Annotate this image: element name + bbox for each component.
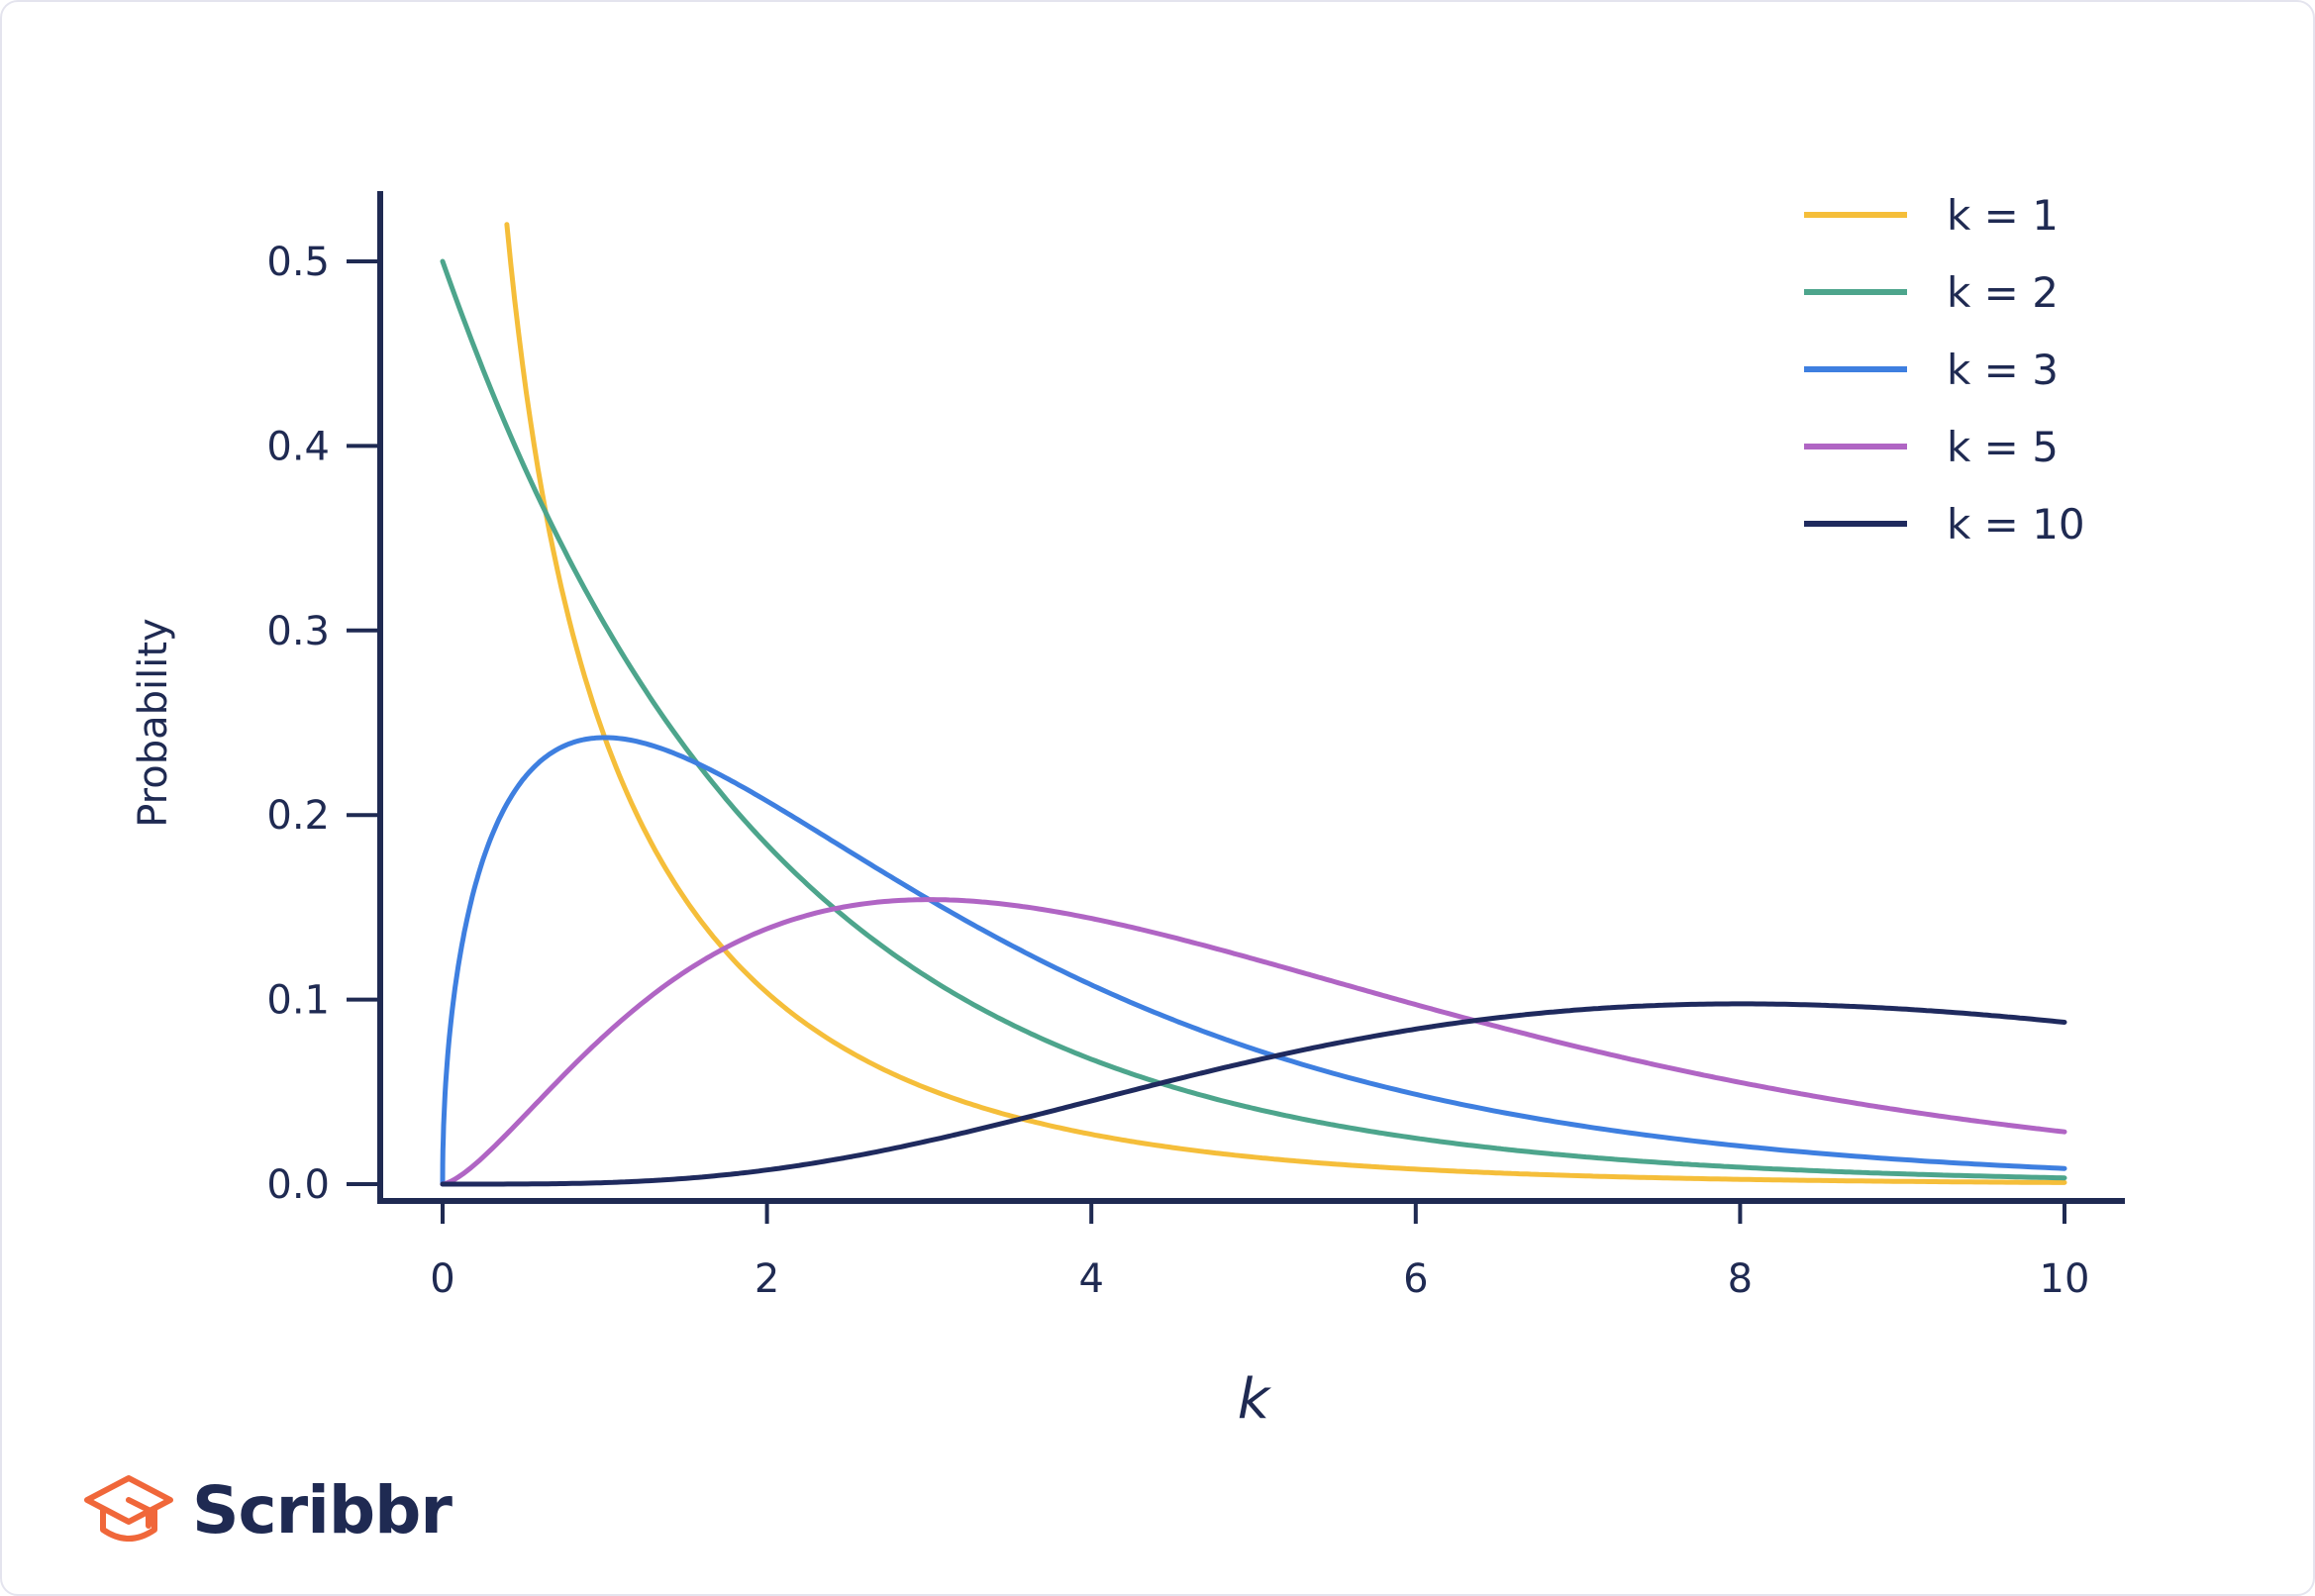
x-axis-label: k (1238, 1367, 1272, 1432)
x-tick-label: 8 (1728, 1256, 1753, 1302)
legend-label: k = 2 (1947, 268, 2059, 317)
graduation-cap-icon (84, 1475, 173, 1542)
x-tick-label: 6 (1403, 1256, 1428, 1302)
legend-label: k = 10 (1947, 500, 2085, 549)
series-line-k-10 (440, 1001, 2067, 1187)
x-tick-label: 2 (755, 1256, 779, 1302)
y-tick-label: 0.5 (266, 240, 330, 285)
x-tick-label: 4 (1078, 1256, 1103, 1302)
scribbr-logo: Scribbr (79, 1465, 453, 1554)
y-axis-label: Probability (131, 618, 176, 827)
series-group (440, 222, 2067, 1187)
series-line-k-1 (504, 222, 2067, 1185)
y-tick-label: 0.1 (266, 978, 330, 1024)
legend-label: k = 1 (1947, 191, 2059, 240)
x-tick-label: 10 (2040, 1256, 2090, 1302)
axes: 0 2 4 6 8 10 0.0 0.1 0.2 0.3 0.4 0.5 k Probability (131, 191, 2125, 1432)
y-tick-label: 0.3 (266, 609, 330, 654)
brand-name: Scribbr (192, 1471, 453, 1548)
series-line-k-3 (440, 735, 2067, 1187)
x-tick-label: 0 (430, 1256, 454, 1302)
legend-label: k = 3 (1947, 346, 2059, 394)
legend-label: k = 5 (1947, 423, 2059, 471)
y-tick-label: 0.2 (266, 793, 330, 839)
legend: k = 1 k = 2 k = 3 k = 5 k = 10 (1804, 191, 2085, 549)
y-tick-label: 0.4 (266, 424, 330, 469)
series-line-k-5 (440, 897, 2067, 1187)
y-tick-label: 0.0 (266, 1162, 330, 1208)
series-line-k-2 (440, 258, 2067, 1181)
